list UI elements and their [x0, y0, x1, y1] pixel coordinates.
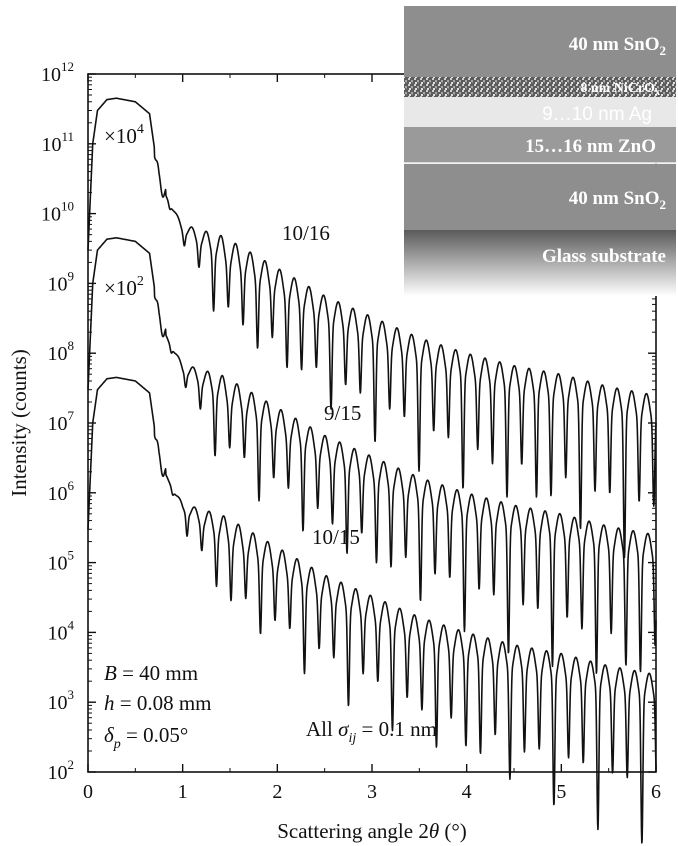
series-curve-10-16 — [87, 97, 657, 559]
layer-label-ag: 9…10 nm Ag — [542, 104, 652, 125]
x-axis: 0 1 2 3 4 5 6 — [83, 74, 661, 803]
y-tick-label: 102 — [48, 757, 75, 784]
series-curves — [87, 97, 657, 844]
x-axis-title: Scattering angle 2θ (°) — [277, 819, 467, 843]
y-tick-label: 1010 — [41, 199, 74, 226]
series-label-10-16: 10/16 — [282, 221, 330, 245]
series-label-10-15: 10/15 — [312, 525, 360, 549]
layer-label-nicrox: 8 nm NiCrOx — [580, 81, 660, 98]
layer-label-zno: 15…16 nm ZnO — [525, 136, 656, 157]
sigma-note: All σij = 0.1 nm — [306, 717, 437, 746]
param-B: B = 40 mm — [104, 661, 198, 685]
series-label-9-15: 9/15 — [324, 401, 361, 425]
x-tick-label: 1 — [178, 781, 188, 803]
layer-ag — [404, 97, 676, 127]
y-tick-label: 103 — [48, 687, 75, 714]
y-tick-label: 109 — [48, 268, 75, 295]
layer-label-glass: Glass substrate — [542, 246, 666, 267]
layer-nicrox — [404, 77, 676, 97]
multiplier-9-15: ×102 — [104, 274, 144, 300]
y-tick-label: 108 — [48, 338, 75, 365]
series-curve-10-15 — [87, 376, 657, 844]
layer-glass — [404, 230, 676, 296]
layer-stack-inset: 40 nm SnO2 8 nm NiCrOx 9…10 nm Ag 15…16 … — [404, 6, 676, 296]
x-tick-label: 2 — [272, 781, 282, 803]
y-tick-label: 104 — [48, 617, 75, 644]
y-tick-label: 106 — [48, 478, 75, 505]
series-curve-9-15 — [87, 237, 657, 674]
y-tick-label: 107 — [48, 408, 75, 435]
x-tick-label: 6 — [651, 781, 661, 803]
y-tick-label: 1012 — [41, 59, 74, 86]
layer-label-sno2-bottom: 40 nm SnO2 — [569, 188, 666, 212]
x-tick-label: 3 — [367, 781, 377, 803]
layer-sno2-top — [404, 6, 676, 77]
x-tick-label: 5 — [556, 781, 566, 803]
y-tick-label: 1011 — [41, 129, 74, 156]
layer-label-sno2-top: 40 nm SnO2 — [569, 34, 666, 58]
layer-zno — [404, 127, 676, 163]
param-h: h = 0.08 mm — [104, 691, 212, 715]
x-tick-label: 4 — [462, 781, 472, 803]
param-delta: δp = 0.05° — [104, 723, 188, 752]
multiplier-10-16: ×104 — [104, 122, 144, 148]
x-tick-label: 0 — [83, 781, 93, 803]
layer-sno2-bottom — [404, 164, 676, 230]
y-tick-label: 105 — [48, 548, 75, 575]
y-axis-title: Intensity (counts) — [7, 349, 31, 497]
